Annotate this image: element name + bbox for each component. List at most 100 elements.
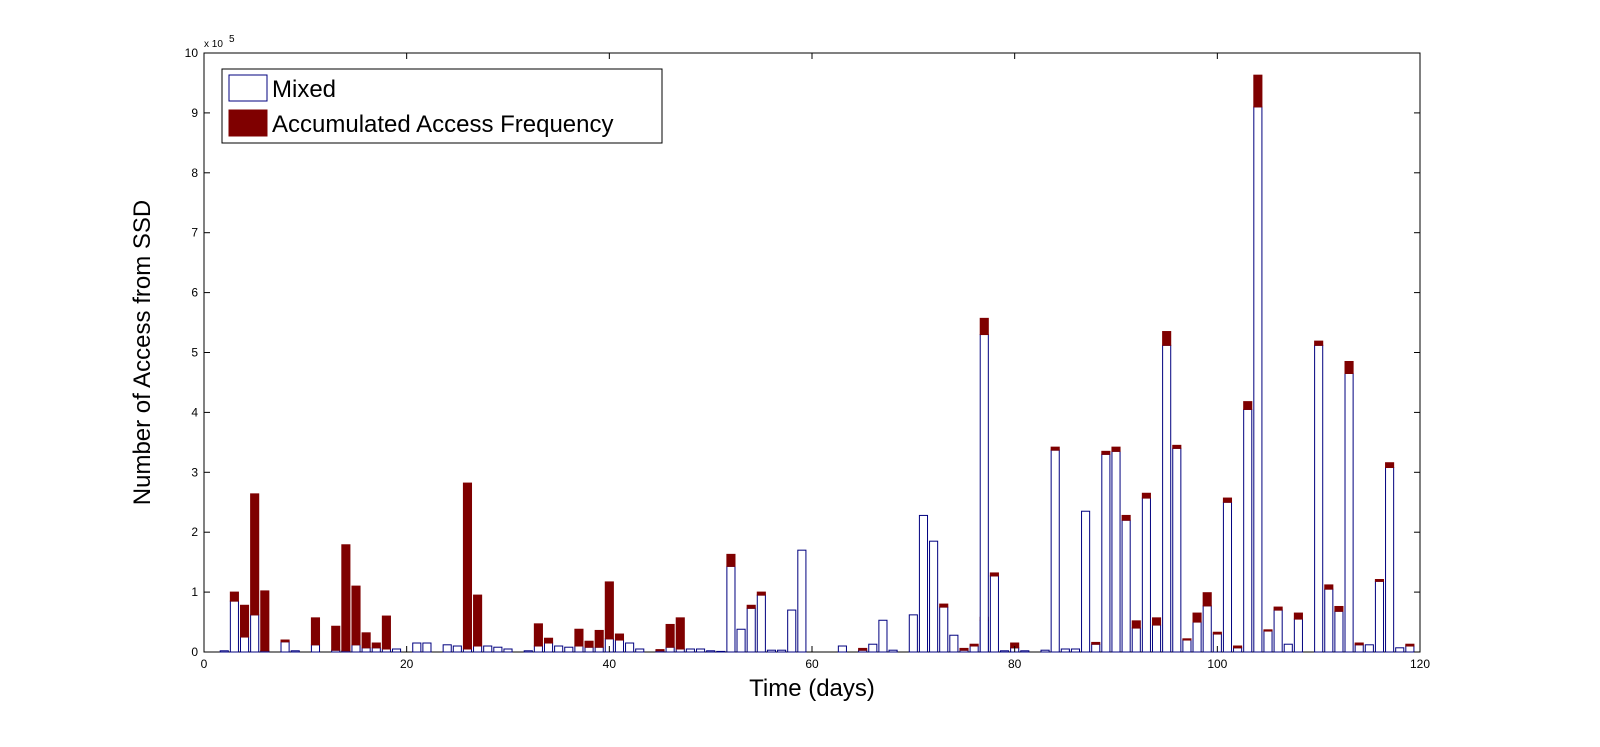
bar-accumulated [1101, 450, 1111, 455]
bar-accumulated [1385, 462, 1395, 469]
bar-accumulated [858, 647, 868, 651]
y-tick-label: 4 [191, 405, 198, 419]
bar-mixed [1263, 630, 1273, 653]
bar-mixed [736, 628, 746, 653]
bar-mixed [837, 645, 847, 653]
bar-accumulated [331, 625, 341, 651]
bar-accumulated [229, 591, 239, 602]
y-ticks: 0 1 2 3 4 5 6 7 8 9 10 [185, 46, 1420, 659]
bar-mixed [685, 648, 695, 653]
bar-accumulated [1141, 492, 1151, 499]
bar-mixed [1243, 408, 1253, 653]
legend-box [221, 68, 663, 144]
bar-mixed [766, 649, 777, 653]
bar-accumulated [361, 632, 371, 649]
bar-mixed [483, 645, 493, 653]
x-tick-label: 60 [805, 657, 819, 671]
bar-accumulated [1192, 612, 1202, 623]
bar-mixed [1202, 605, 1212, 653]
y-tick-label: 0 [191, 645, 198, 659]
bar-mixed [1070, 648, 1081, 653]
bar-mixed [1253, 106, 1263, 653]
x-tick-label: 120 [1410, 657, 1430, 671]
bar-accumulated [1091, 641, 1101, 645]
bar-mixed [726, 565, 736, 653]
bar-mixed [371, 647, 381, 653]
bar-mixed [1395, 647, 1405, 653]
bar-mixed [787, 609, 797, 653]
bar-mixed [969, 645, 979, 653]
bar-mixed [1172, 447, 1182, 653]
bar-accumulated [462, 482, 473, 650]
bar-mixed [1334, 610, 1344, 653]
legend: Mixed Accumulated Access Frequency [221, 68, 663, 144]
bar-accumulated [351, 585, 361, 646]
bar-accumulated [381, 615, 391, 650]
bar-mixed [1111, 450, 1121, 653]
bar-mixed [523, 650, 533, 653]
bar-accumulated [1263, 629, 1273, 632]
bar-mixed [878, 619, 888, 653]
bar-accumulated [260, 590, 270, 652]
bar-mixed [797, 549, 807, 653]
bar-accumulated [979, 317, 989, 336]
y-tick-label: 6 [191, 286, 198, 300]
bar-mixed [543, 642, 554, 653]
bar-accumulated [959, 647, 969, 651]
bar-accumulated [250, 493, 260, 616]
bar-mixed [219, 650, 229, 653]
legend-label-mixed: Mixed [272, 76, 336, 103]
bar-accumulated [341, 544, 351, 652]
bar-mixed [999, 650, 1010, 653]
bar-mixed [574, 645, 584, 653]
bar-mixed [351, 644, 361, 653]
bar-mixed [422, 642, 432, 653]
bar-mixed [1405, 645, 1415, 653]
bar-mixed [695, 648, 706, 653]
bar-mixed [706, 650, 716, 653]
x-ticks: 0 20 40 60 80 100 120 [201, 53, 1430, 671]
y-tick-label: 5 [191, 346, 198, 360]
bar-mixed [290, 650, 300, 653]
bar-mixed [391, 648, 402, 653]
bar-mixed [1050, 449, 1060, 653]
bar-accumulated [1050, 446, 1060, 451]
bar-accumulated [1344, 360, 1354, 374]
bar-accumulated [1222, 497, 1233, 503]
bar-mixed [1131, 627, 1141, 653]
bar-accumulated [939, 603, 949, 608]
bar-mixed [1101, 453, 1111, 653]
bar-accumulated [1374, 579, 1385, 582]
bar-accumulated [675, 617, 685, 650]
bar-mixed [949, 634, 959, 653]
bar-mixed [756, 594, 766, 653]
bar-mixed [1314, 344, 1324, 653]
bar-accumulated [969, 643, 979, 647]
bar-accumulated [1172, 444, 1182, 449]
bar-mixed [1151, 624, 1162, 653]
bar-accumulated [1243, 401, 1253, 410]
bar-accumulated [604, 581, 614, 640]
bar-accumulated [756, 591, 766, 596]
bar-accumulated [726, 553, 736, 567]
bar-mixed [533, 645, 543, 653]
bar-mixed [1020, 650, 1030, 653]
bar-mixed [1344, 372, 1354, 653]
bar-mixed [1192, 621, 1202, 653]
bar-accumulated [594, 629, 604, 648]
bar-mixed [239, 636, 250, 653]
bar-mixed [908, 614, 918, 653]
bar-accumulated [1314, 340, 1324, 346]
bar-accumulated [1233, 645, 1243, 649]
bar-accumulated [543, 637, 554, 644]
x-axis-label: Time (days) [749, 675, 875, 702]
bar-mixed [716, 650, 726, 653]
bar-accumulated [1182, 638, 1192, 641]
bar-accumulated [371, 642, 381, 649]
bar-accumulated [1405, 643, 1415, 647]
bar-accumulated [239, 604, 250, 638]
bar-mixed [361, 647, 371, 653]
bar-mixed [1091, 643, 1101, 653]
bar-mixed [503, 648, 513, 653]
bar-mixed [614, 639, 625, 653]
